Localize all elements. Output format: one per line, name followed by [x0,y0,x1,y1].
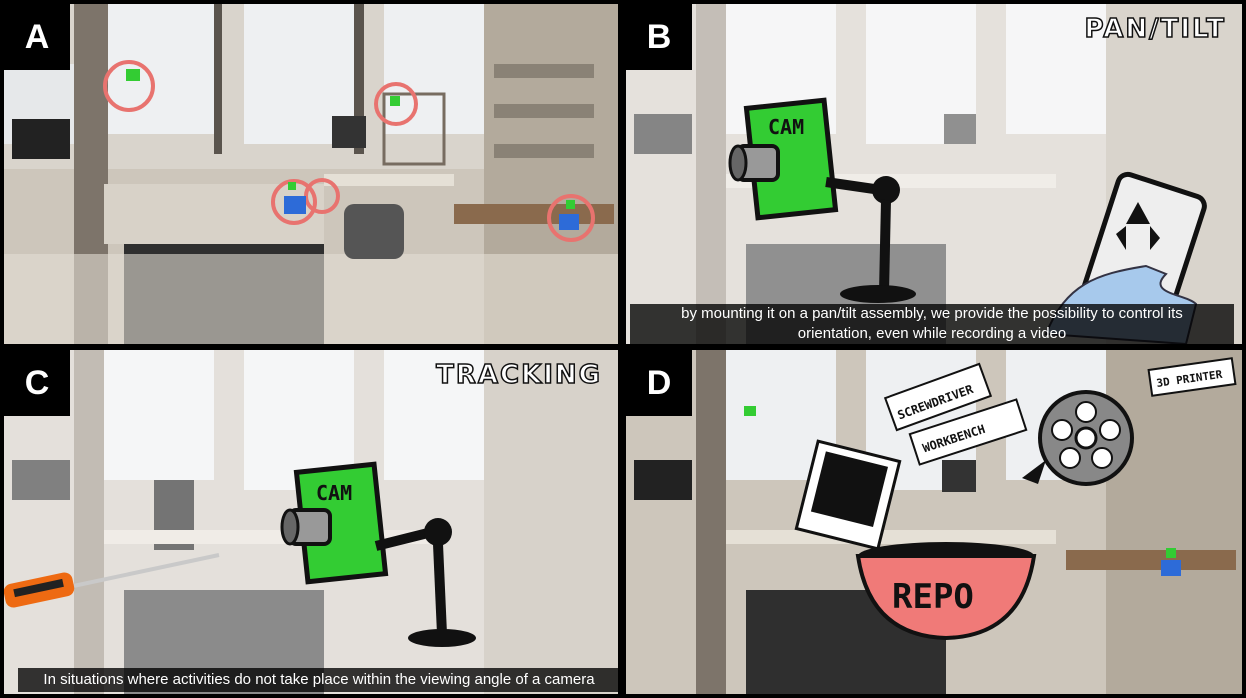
tag-3d-printer: 3D PRINTER [1147,357,1237,397]
caption-line-2: orientation, even while recording a vide… [797,325,1067,342]
panel-d: SCREWDRIVER WORKBENCH 3D PRINTER [626,350,1242,694]
screwdriver-image [4,553,220,608]
lab-photo-c: CAM [4,350,618,694]
panel-letter-b: B [626,4,692,70]
tag-workbench: WORKBENCH [908,398,1028,466]
caption-line-1: by mounting it on a pan/tilt assembly, w… [681,305,1183,322]
panel-a: A [4,4,618,344]
film-reel-icon [1022,390,1134,486]
repo-bowl: REPO [855,542,1037,641]
feature-title-pan-tilt: PAN/TILT [1084,13,1226,45]
cam-sketch-c: CAM [280,461,476,647]
cam-sketch-b: CAM [728,97,916,303]
highlight-ring [271,179,317,225]
highlight-ring [103,60,155,112]
cam-label: CAM [316,481,352,505]
panel-letter-c: C [4,350,70,416]
cam-label: CAM [768,115,804,139]
panel-b: CAM B PAN/TILT by mounting it on a pan/t… [626,4,1242,344]
repo-label: REPO [892,577,974,617]
tag-screwdriver: SCREWDRIVER [883,362,993,432]
photo-sketch [794,439,902,551]
feature-title-tracking: TRACKING [435,359,602,391]
lab-photo-a [4,4,618,344]
subtitle-caption-c: In situations where activities do not ta… [18,668,618,692]
subtitle-caption-b: by mounting it on a pan/tilt assembly, w… [630,304,1234,344]
panel-letter-a: A [4,4,70,70]
panel-c: CAM C TRACKING In situations where activ… [4,350,618,694]
lab-photo-b: CAM [626,4,1242,344]
panel-letter-d: D [626,350,692,416]
highlight-ring [374,82,418,126]
highlight-ring [547,194,595,242]
lab-photo-d: SCREWDRIVER WORKBENCH 3D PRINTER [626,350,1242,694]
